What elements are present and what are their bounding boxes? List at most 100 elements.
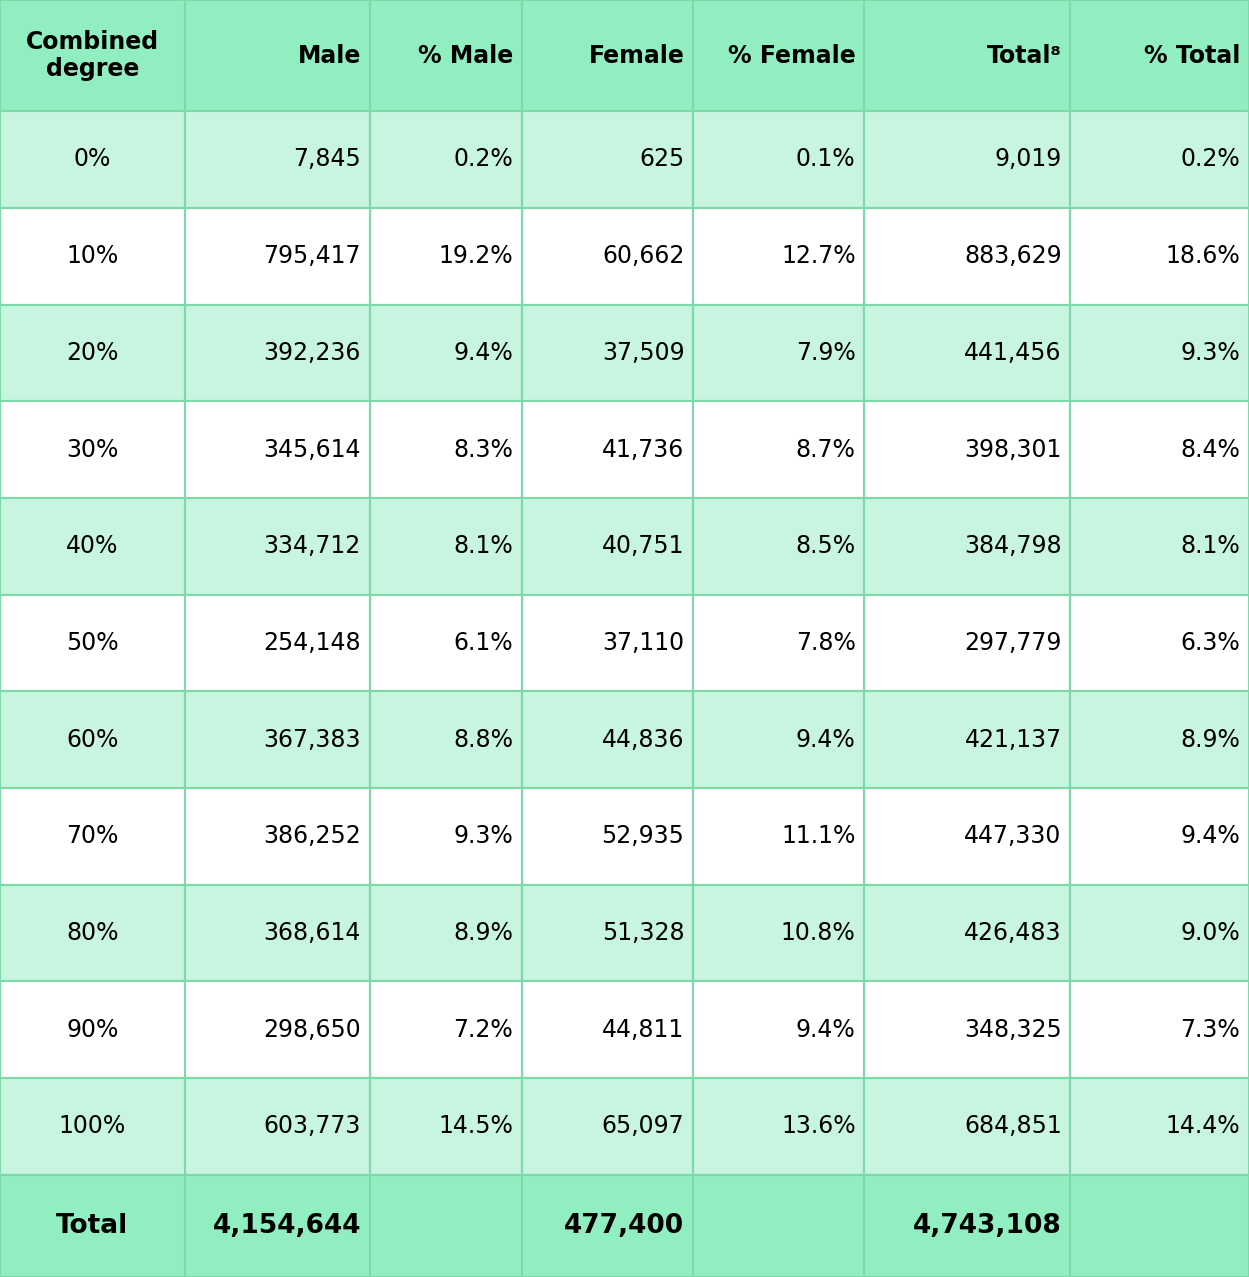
Text: 348,325: 348,325 [964,1018,1062,1042]
Bar [0,1078,185,1175]
Text: 0.1%: 0.1% [796,147,856,171]
Text: Combined
degree: Combined degree [26,29,159,82]
Bar [1070,885,1249,982]
Text: 9.3%: 9.3% [1180,341,1240,365]
Bar [185,0,370,111]
Bar [185,304,370,401]
Text: 37,509: 37,509 [602,341,684,365]
Bar [370,498,522,595]
Bar [693,111,864,208]
Bar [522,595,693,691]
Bar [0,1175,185,1277]
Text: 18.6%: 18.6% [1165,244,1240,268]
Text: 477,400: 477,400 [565,1213,684,1239]
Text: Female: Female [588,43,684,68]
Text: 0.2%: 0.2% [1180,147,1240,171]
Bar [370,304,522,401]
Text: 7,845: 7,845 [294,147,361,171]
Text: 398,301: 398,301 [964,438,1062,461]
Text: 8.1%: 8.1% [1180,534,1240,558]
Text: 9.4%: 9.4% [796,1018,856,1042]
Bar [1070,498,1249,595]
Text: 386,252: 386,252 [264,825,361,848]
Bar [693,595,864,691]
Bar [370,401,522,498]
Text: 44,811: 44,811 [602,1018,684,1042]
Text: 8.9%: 8.9% [453,921,513,945]
Text: 11.1%: 11.1% [781,825,856,848]
Bar [864,595,1070,691]
Text: 20%: 20% [66,341,119,365]
Bar [185,788,370,885]
Bar [185,401,370,498]
Bar [864,304,1070,401]
Bar [693,401,864,498]
Bar [0,208,185,304]
Text: 795,417: 795,417 [264,244,361,268]
Bar [0,111,185,208]
Text: 41,736: 41,736 [602,438,684,461]
Bar [370,595,522,691]
Bar [864,111,1070,208]
Bar [864,1175,1070,1277]
Bar [864,208,1070,304]
Text: 4,743,108: 4,743,108 [913,1213,1062,1239]
Bar [370,691,522,788]
Text: 40,751: 40,751 [602,534,684,558]
Text: % Female: % Female [728,43,856,68]
Text: 8.4%: 8.4% [1180,438,1240,461]
Text: 426,483: 426,483 [964,921,1062,945]
Bar [1070,982,1249,1078]
Text: 367,383: 367,383 [264,728,361,752]
Bar [864,982,1070,1078]
Text: 19.2%: 19.2% [438,244,513,268]
Bar [693,1175,864,1277]
Text: 7.2%: 7.2% [453,1018,513,1042]
Bar [864,498,1070,595]
Text: 334,712: 334,712 [264,534,361,558]
Text: 7.3%: 7.3% [1180,1018,1240,1042]
Text: 40%: 40% [66,534,119,558]
Text: 8.5%: 8.5% [796,534,856,558]
Text: 100%: 100% [59,1115,126,1139]
Text: 14.4%: 14.4% [1165,1115,1240,1139]
Bar [1070,111,1249,208]
Text: 603,773: 603,773 [264,1115,361,1139]
Text: 8.9%: 8.9% [1180,728,1240,752]
Bar [693,1078,864,1175]
Bar [864,0,1070,111]
Bar [522,1175,693,1277]
Bar [693,788,864,885]
Bar [185,982,370,1078]
Text: 7.8%: 7.8% [796,631,856,655]
Bar [693,885,864,982]
Text: 30%: 30% [66,438,119,461]
Bar [522,208,693,304]
Text: 13.6%: 13.6% [781,1115,856,1139]
Text: 70%: 70% [66,825,119,848]
Text: 0.2%: 0.2% [453,147,513,171]
Bar [1070,788,1249,885]
Text: 10%: 10% [66,244,119,268]
Text: 392,236: 392,236 [264,341,361,365]
Bar [1070,691,1249,788]
Bar [522,1078,693,1175]
Text: 60%: 60% [66,728,119,752]
Text: 60,662: 60,662 [602,244,684,268]
Bar [370,0,522,111]
Bar [185,691,370,788]
Text: 0%: 0% [74,147,111,171]
Text: 8.3%: 8.3% [453,438,513,461]
Text: 65,097: 65,097 [602,1115,684,1139]
Text: 6.1%: 6.1% [453,631,513,655]
Text: 9.3%: 9.3% [453,825,513,848]
Bar [522,0,693,111]
Bar [522,401,693,498]
Bar [693,498,864,595]
Bar [693,982,864,1078]
Text: 441,456: 441,456 [964,341,1062,365]
Bar [0,1175,1249,1277]
Text: 52,935: 52,935 [602,825,684,848]
Text: 298,650: 298,650 [264,1018,361,1042]
Bar [522,885,693,982]
